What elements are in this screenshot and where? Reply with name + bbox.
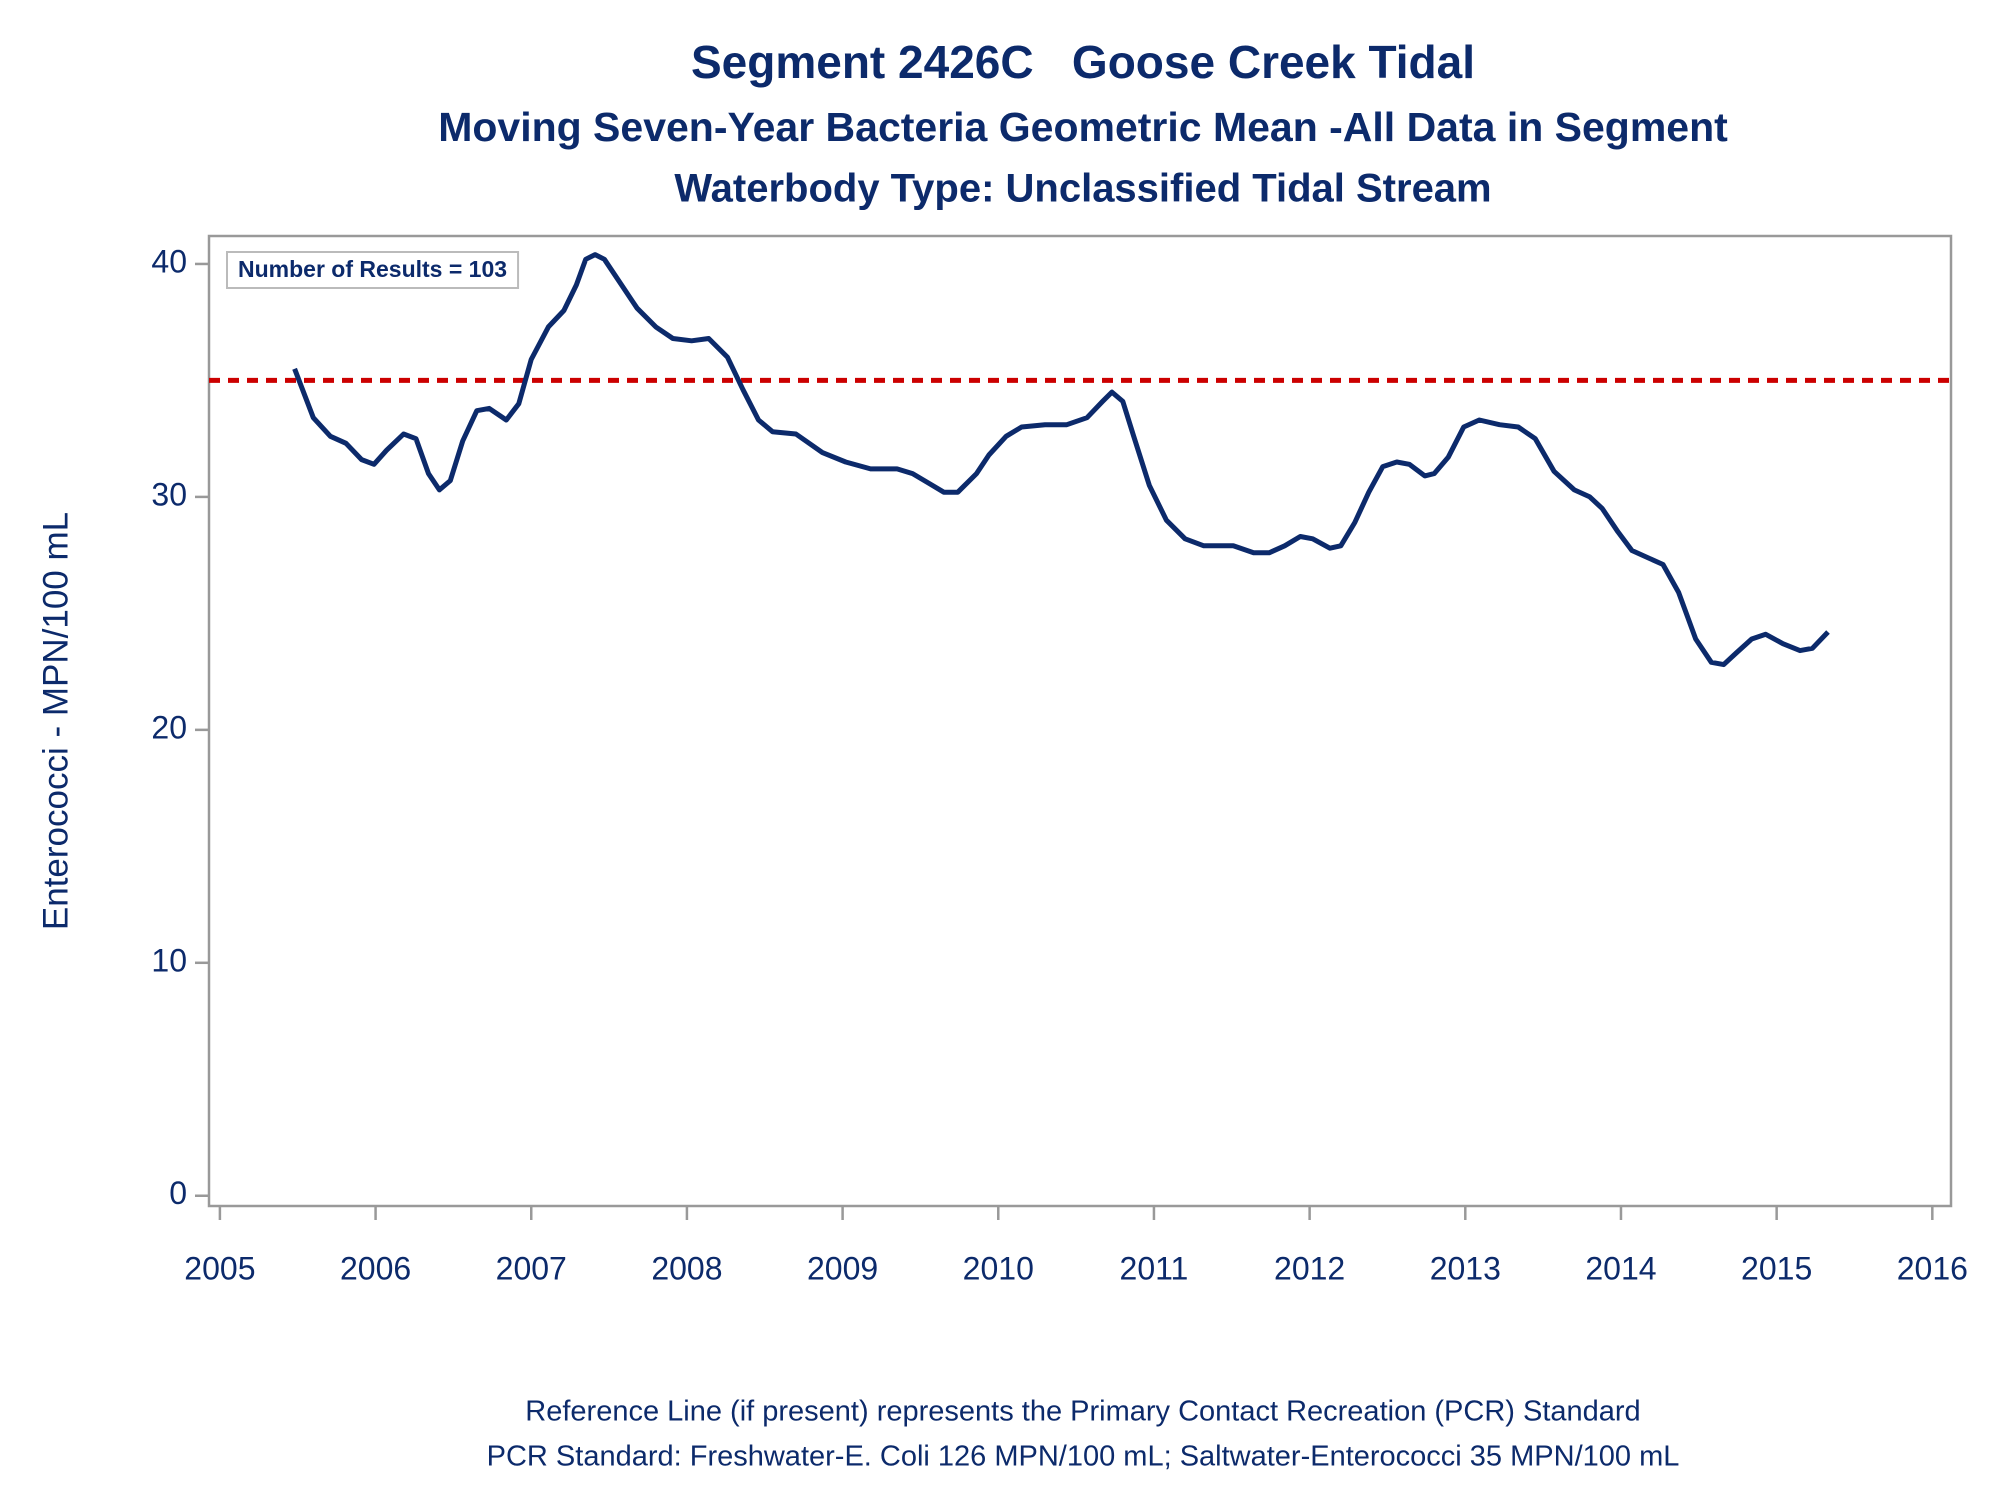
x-tick-label: 2013: [1430, 1250, 1501, 1286]
x-tick-label: 2006: [340, 1250, 411, 1286]
plot-frame: [207, 234, 1953, 1208]
data-line: [292, 252, 1830, 668]
x-tick-label: 2014: [1585, 1250, 1656, 1286]
footnote: PCR Standard: Freshwater-E. Coli 126 MPN…: [487, 1441, 1680, 1473]
y-tick-label: 40: [151, 243, 187, 279]
x-tick-label: 2009: [807, 1250, 878, 1286]
y-tick-label: 20: [151, 709, 187, 745]
x-tick-label: 2016: [1897, 1250, 1968, 1286]
chart-title: Segment 2426C Goose Creek Tidal: [691, 36, 1475, 88]
annotation-box: [226, 251, 520, 289]
y-tick-label: 0: [169, 1175, 187, 1211]
x-tick-label: 2011: [1120, 1250, 1189, 1286]
x-tick-label: 2012: [1274, 1250, 1345, 1286]
x-tick-label: 2015: [1741, 1250, 1812, 1286]
annotation: Number of Results = 103: [238, 256, 507, 282]
footnote: Reference Line (if present) represents t…: [525, 1396, 1640, 1428]
chart-subtitle: Moving Seven-Year Bacteria Geometric Mea…: [438, 104, 1728, 150]
x-tick-label: 2007: [496, 1250, 567, 1286]
x-tick-label: 2008: [651, 1250, 722, 1286]
y-tick-label: 10: [151, 942, 187, 978]
y-tick-label: 30: [151, 476, 187, 512]
y-axis-label: Enterococci - MPN/100 mL: [36, 512, 75, 930]
x-tick-label: 2005: [184, 1250, 255, 1286]
chart-subtitle: Waterbody Type: Unclassified Tidal Strea…: [674, 167, 1491, 211]
x-tick-label: 2010: [963, 1250, 1034, 1286]
